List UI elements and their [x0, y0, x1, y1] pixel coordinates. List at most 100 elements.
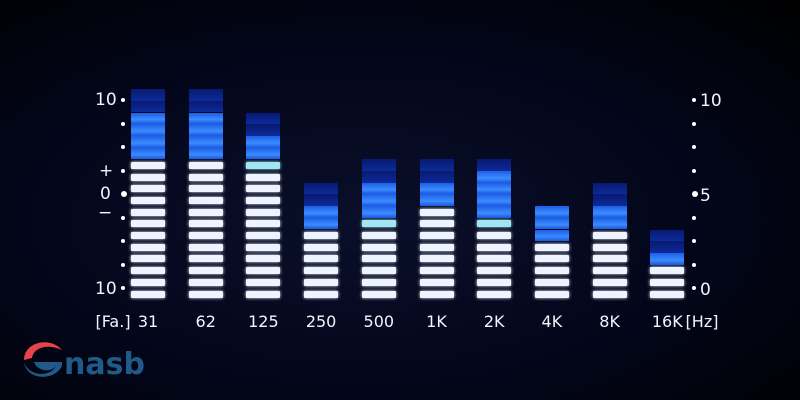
bar-segment-blue [188, 147, 223, 160]
bar-segment-white [188, 161, 223, 169]
bar-segment-blue [534, 229, 569, 242]
bar-segment-dim [592, 194, 627, 207]
bar-segment-white [534, 255, 569, 263]
bar-segment-white [188, 290, 223, 298]
bar-segment-white [361, 232, 396, 239]
bar-segment-blue [188, 112, 223, 125]
axis-dot [692, 191, 698, 197]
bar-segment-blue [419, 194, 454, 207]
bar-segment-blue [592, 217, 627, 230]
nasb-logo: nasb [24, 342, 145, 382]
bar-segment-white [246, 185, 281, 193]
bar-segment-white [188, 173, 223, 181]
bar-segment-dim [477, 159, 512, 171]
bar-segment-white [592, 278, 627, 286]
bar-segment-blue [477, 194, 512, 207]
bar-segment-dim [361, 171, 396, 183]
axis-dot [121, 168, 125, 173]
bar-segment-blue [361, 182, 396, 195]
bar-segment-white [188, 208, 223, 216]
svg-text:nasb: nasb [64, 347, 145, 382]
frequency-label: 31 [137, 312, 159, 331]
bar-segment-white [304, 267, 339, 275]
x-unit-label: [Hz] [685, 312, 719, 331]
bar-segment-blue [650, 252, 685, 265]
bar-segment-white [304, 278, 339, 286]
bar-segment-white [650, 267, 685, 275]
bar-segment-white [419, 208, 454, 216]
bar-segment-white [131, 196, 165, 204]
bar-segment-white [188, 278, 223, 286]
bar-segment-white [650, 278, 685, 286]
bar-segment-blue [246, 147, 281, 160]
bar-segment-white [534, 243, 569, 251]
bar-segment-blue [419, 182, 454, 195]
bar-segment-white [131, 232, 165, 239]
bar-segment-white [188, 232, 223, 239]
x-prefix-label: [Fa.] [95, 312, 131, 331]
axis-dot [692, 121, 696, 126]
bar-segment-white [592, 290, 627, 298]
bar-segment-white [592, 255, 627, 263]
axis-dot [121, 98, 125, 102]
bar-segment-dim [246, 112, 281, 125]
axis-dot [121, 121, 125, 126]
bar-segment-white [131, 278, 165, 286]
axis-dot [121, 286, 125, 290]
frequency-label: 8K [599, 312, 620, 331]
bar-segment-white [592, 267, 627, 275]
bar-segment-white [246, 173, 281, 181]
bar-segment-dim [650, 229, 685, 242]
bar-segment-white [131, 173, 165, 181]
bar-segment-dim [246, 124, 281, 136]
bar-segment-white [246, 278, 281, 286]
frequency-label: 1K [426, 312, 447, 331]
bar-segment-white [188, 267, 223, 275]
bar-segment-blue [131, 147, 165, 160]
frequency-label: 500 [363, 312, 395, 331]
right-axis-0: 0 [700, 280, 711, 300]
bar-segment-blue [361, 194, 396, 207]
bar-segment-white [304, 232, 339, 239]
bar-segment-white [361, 290, 396, 298]
bar-segment-white [419, 290, 454, 298]
bar-segment-dim [650, 241, 685, 253]
bar-segment-white [477, 290, 512, 298]
bar-segment-white [188, 220, 223, 228]
bar-segment-blue [361, 206, 396, 218]
bar-segment-white [361, 267, 396, 275]
axis-dot [692, 262, 696, 267]
bar-segment-white [246, 267, 281, 275]
left-axis-zero: 0 [100, 184, 111, 204]
bar-segment-white [131, 220, 165, 228]
bar-segment-white [131, 243, 165, 251]
bar-segment-white [131, 290, 165, 298]
bar-segment-white [131, 185, 165, 193]
bar-segment-white [246, 255, 281, 263]
bar-segment-dim [592, 182, 627, 195]
bar-segment-white [361, 243, 396, 251]
bar-segment-blue [304, 206, 339, 218]
bar-segment-dim [188, 100, 223, 113]
bar-segment-white [419, 267, 454, 275]
bar-segment-blue [246, 135, 281, 148]
frequency-label: 62 [195, 312, 216, 331]
bar-segment-white [188, 243, 223, 251]
left-axis-bottom: 10 [95, 279, 117, 299]
bar-segment-blue [477, 206, 512, 218]
bar-segment-white [246, 290, 281, 298]
bar-segment-dim [304, 194, 339, 207]
bar-segment-white [246, 220, 281, 228]
bar-segment-white [131, 267, 165, 275]
bar-segment-white [419, 243, 454, 251]
bar-segment-blue [188, 135, 223, 148]
axis-dot [121, 262, 125, 267]
bar-segment-white [534, 267, 569, 275]
bar-segment-white [650, 290, 685, 298]
bar-segment-teal [246, 161, 281, 169]
bar-segment-white [188, 196, 223, 204]
bar-segment-white [304, 255, 339, 263]
frequency-label: 2K [483, 312, 505, 331]
bar-segment-white [131, 161, 165, 169]
